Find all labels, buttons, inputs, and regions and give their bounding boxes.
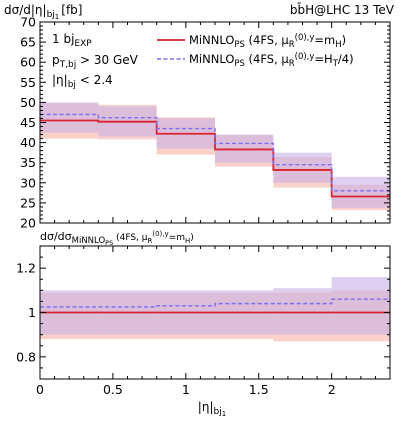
cut-label: pT,bj > 30 GeV — [52, 53, 139, 70]
ratio-bands — [40, 277, 390, 342]
ratio-x-axis: 0 0.5 1 1.5 2 — [36, 246, 376, 397]
main-ytick-label: 45 — [20, 115, 36, 130]
cuts-block: 1 bjEXP pT,bj > 30 GeV |η|bj < 2.4 — [52, 32, 139, 90]
main-ytick-label: 35 — [20, 155, 36, 170]
main-ytick-label: 70 — [20, 15, 36, 30]
ratio-xtick-label: 1.5 — [249, 382, 269, 397]
cut-label: |η|bj < 2.4 — [52, 73, 113, 90]
ratio-ylabel: dσ/dσMiNNLOPS (4FS, μR(0),y=mH) — [40, 230, 194, 247]
legend-entry-label: MiNNLOPS (4FS, μR(0),y=mH) — [189, 33, 346, 50]
main-ytick-label: 55 — [20, 75, 36, 90]
main-ylabel: dσ/d|η|bj1 [fb] — [4, 3, 82, 21]
main-ytick-label: 20 — [20, 216, 36, 231]
ratio-band-blue — [273, 288, 332, 335]
main-ytick-label: 25 — [20, 195, 36, 210]
ratio-lines — [40, 298, 390, 314]
main-series-line-blue — [40, 113, 390, 192]
ratio-panel: 0.8 1 1.2 0 0.5 1 1.5 2 — [16, 245, 391, 397]
main-band-blue — [331, 176, 390, 208]
ratio-band-blue — [331, 277, 390, 335]
main-ytick-label: 60 — [20, 55, 36, 70]
ratio-ytick-label: 1 — [28, 305, 36, 320]
legend-entry-label: MiNNLOPS (4FS, μR(0),y=HT/4) — [189, 52, 354, 69]
ratio-xtick-label: 0 — [36, 382, 44, 397]
legend: MiNNLOPS (4FS, μR(0),y=mH) MiNNLOPS (4FS… — [157, 33, 354, 69]
ratio-ytick-label: 0.8 — [16, 349, 36, 364]
cut-label: 1 bjEXP — [52, 32, 92, 49]
ratio-xtick-label: 2 — [328, 382, 336, 397]
main-band-blue — [273, 152, 332, 183]
ratio-frame — [39, 245, 391, 380]
main-ytick-label: 65 — [20, 35, 36, 50]
main-band-blue — [40, 102, 99, 133]
main-ytick-label: 50 — [20, 95, 36, 110]
ratio-xtick-label: 1 — [182, 382, 190, 397]
main-lines — [40, 113, 390, 198]
main-bands — [40, 102, 390, 211]
ratio-y-axis: 0.8 1 1.2 — [16, 256, 390, 369]
main-ytick-label: 30 — [20, 175, 36, 190]
ratio-series-line-blue — [40, 298, 390, 308]
ratio-ytick-label: 1.2 — [16, 261, 36, 276]
main-ytick-label: 40 — [20, 135, 36, 150]
main-panel: 20 25 30 35 40 45 50 55 60 65 70 — [20, 15, 391, 231]
main-frame — [39, 21, 391, 224]
ratio-xtick-label: 0.5 — [103, 382, 123, 397]
x-axis-label: |η|bj1 — [198, 400, 226, 418]
process-label: bb̄H@LHC 13 TeV — [290, 3, 395, 17]
